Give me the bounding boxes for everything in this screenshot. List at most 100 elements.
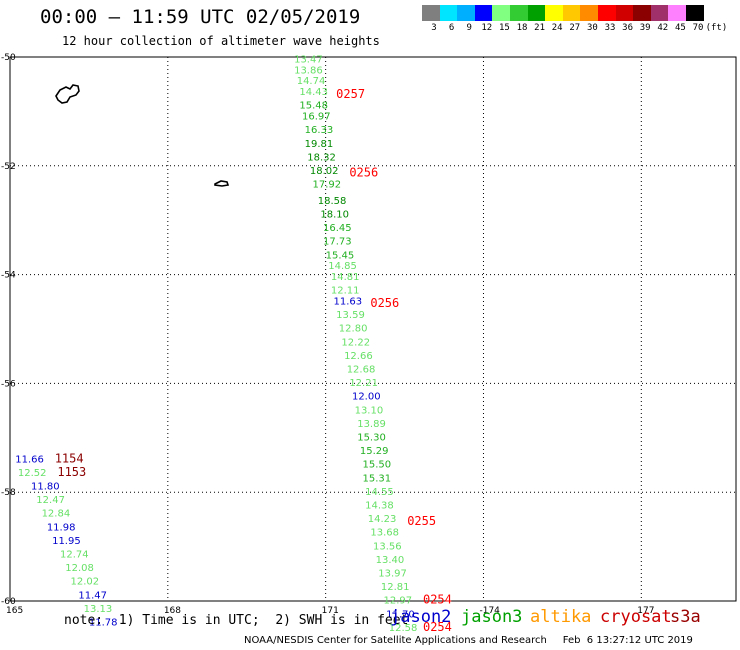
wave-height-label: 12.68 xyxy=(347,365,376,376)
wave-height-label: 12.00 xyxy=(352,392,381,403)
color-scale-legend xyxy=(422,5,704,21)
satellite-cryosat: cryosat xyxy=(600,607,672,627)
time-label: 0254 xyxy=(423,620,452,634)
satellite-altika: altika xyxy=(530,607,592,627)
legend-label: (ft) xyxy=(705,23,728,33)
wave-height-label: 15.45 xyxy=(326,250,355,261)
chart-subtitle: 12 hour collection of altimeter wave hei… xyxy=(62,34,380,48)
units-note: note: 1) Time is in UTC; 2) SWH is in fe… xyxy=(64,613,409,628)
legend-label: 42 xyxy=(657,23,669,33)
wave-height-label: 11.98 xyxy=(47,522,76,533)
x-tick-label: 165 xyxy=(6,606,23,616)
legend-swatch xyxy=(439,5,458,21)
wave-height-label: 14.74 xyxy=(297,76,326,87)
wave-height-label: 18.02 xyxy=(310,166,339,177)
legend-swatch xyxy=(509,5,528,21)
wave-height-label: 16.33 xyxy=(305,125,334,136)
wave-height-label: 12.11 xyxy=(331,286,360,297)
wave-height-label: 13.56 xyxy=(373,541,402,552)
wave-height-label: 11.66 xyxy=(15,454,44,465)
x-tick-label: 168 xyxy=(164,606,181,616)
time-label: 0254 xyxy=(423,593,452,607)
wave-height-label: 13.13 xyxy=(84,604,113,615)
x-tick-label: -174 xyxy=(479,606,500,616)
footer-credit: NOAA/NESDIS Center for Satellite Applica… xyxy=(244,635,693,646)
wave-height-label: 19.81 xyxy=(305,139,334,150)
wave-height-label: 14.43 xyxy=(299,87,328,98)
legend-swatch xyxy=(685,5,704,21)
legend-swatch xyxy=(650,5,669,21)
legend-swatch xyxy=(492,5,510,21)
wave-height-label: 12.22 xyxy=(341,337,370,348)
legend-label: 12 xyxy=(481,23,493,33)
wave-height-label: 15.30 xyxy=(357,433,386,444)
legend-label: 9 xyxy=(466,23,472,33)
wave-height-label: 12.58 xyxy=(389,623,418,634)
satellite-jason2: jason2 xyxy=(390,607,452,627)
legend-swatch xyxy=(562,5,581,21)
wave-height-label: 12.66 xyxy=(344,351,373,362)
wave-height-label: 13.10 xyxy=(355,405,384,416)
legend-label: 6 xyxy=(448,23,455,33)
wave-height-label: 15.29 xyxy=(360,446,389,457)
wave-height-label: 12.84 xyxy=(42,509,71,520)
legend-swatch xyxy=(668,5,686,21)
wave-height-label: 13.40 xyxy=(376,555,405,566)
wave-height-label: 13.86 xyxy=(294,65,323,76)
plot-frame xyxy=(9,56,737,602)
y-tick-label: -58 xyxy=(1,488,16,498)
legend-label: 3 xyxy=(431,23,437,33)
x-tick-label: 177 xyxy=(637,606,654,616)
wave-height-label: 12.52 xyxy=(18,468,47,479)
legend-swatch xyxy=(474,5,493,21)
legend-swatch xyxy=(633,5,651,21)
legend-label: 70 xyxy=(692,23,704,33)
time-label: 0256 xyxy=(370,296,399,310)
wave-height-label: 12.02 xyxy=(71,577,100,588)
wave-height-label: 17.92 xyxy=(313,180,342,191)
legend-label: 36 xyxy=(622,23,634,33)
wave-height-label: 18.32 xyxy=(307,152,336,163)
wave-height-label: 18.58 xyxy=(318,196,347,207)
wave-height-label: 13.68 xyxy=(370,528,399,539)
wave-height-label: 14.23 xyxy=(368,514,397,525)
x-tick-label: 171 xyxy=(322,606,339,616)
wave-height-label: 13.89 xyxy=(357,419,386,430)
wave-height-label: 12.74 xyxy=(60,549,89,560)
legend-label: 39 xyxy=(639,23,651,33)
satellite-jason3: jason3 xyxy=(461,607,523,627)
wave-height-label: 15.50 xyxy=(362,460,391,471)
auckland-islands-outline xyxy=(55,84,80,104)
wave-height-label: 16.45 xyxy=(323,223,352,234)
wave-height-label: 13.97 xyxy=(378,569,407,580)
time-label: 1153 xyxy=(57,465,86,479)
wave-height-label: 17.73 xyxy=(323,237,352,248)
time-label: 1154 xyxy=(55,451,84,465)
y-tick-label: -56 xyxy=(1,379,16,389)
wave-height-label: 12.08 xyxy=(65,563,94,574)
legend-swatch xyxy=(422,5,440,21)
wave-height-label: 15.31 xyxy=(362,473,391,484)
wave-height-label: 14.85 xyxy=(328,261,357,272)
time-label: 0255 xyxy=(407,514,436,528)
legend-label: 45 xyxy=(674,23,686,33)
wave-height-label: 12.21 xyxy=(349,378,378,389)
wave-height-label: 11.63 xyxy=(334,297,363,308)
wave-height-label: 12.80 xyxy=(339,324,368,335)
legend-swatch xyxy=(580,5,598,21)
legend-label: 24 xyxy=(551,23,563,33)
wave-height-label: 13.47 xyxy=(294,54,323,65)
time-label: 0256 xyxy=(349,166,378,180)
legend-swatch xyxy=(597,5,616,21)
y-tick-label: -52 xyxy=(1,162,16,172)
legend-label: 33 xyxy=(604,23,616,33)
campbell-island-outline xyxy=(214,180,230,187)
legend-label: 15 xyxy=(498,23,510,33)
y-tick-label: -54 xyxy=(1,271,16,281)
wave-height-label: 15.48 xyxy=(299,101,328,112)
chart-title: 00:00 – 11:59 UTC 02/05/2019 xyxy=(40,6,361,28)
wave-height-label: 11.78 xyxy=(89,617,118,628)
wave-height-label: 14.55 xyxy=(365,487,394,498)
y-tick-label: -50 xyxy=(1,53,16,63)
